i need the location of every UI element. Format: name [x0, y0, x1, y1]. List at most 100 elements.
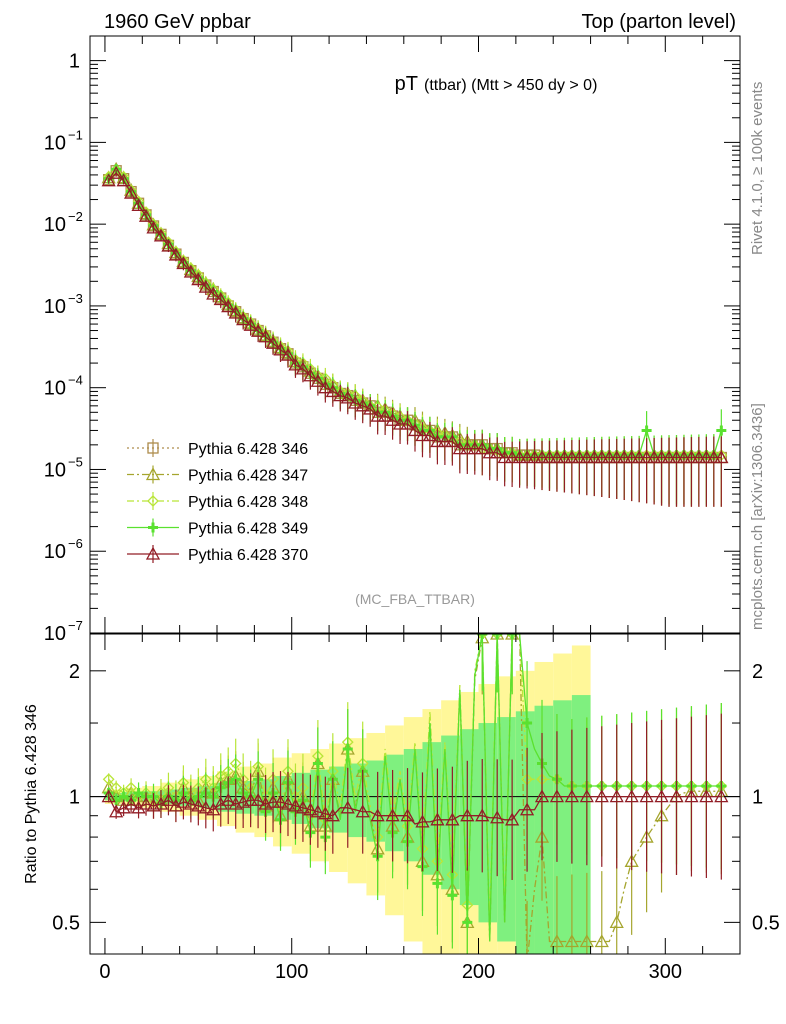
- ratio-inner-band: [515, 711, 535, 954]
- legend-marker: [145, 467, 161, 481]
- main-data-point: [191, 272, 206, 286]
- ratio-data-point: [430, 812, 445, 826]
- ratio-data-point: [355, 804, 370, 818]
- main-data-point: [669, 450, 684, 464]
- main-data-point: [161, 238, 176, 252]
- ratio-data-point: [243, 792, 258, 806]
- ratio-data-point: [265, 794, 281, 808]
- main-data-point: [109, 165, 124, 179]
- plot-title: pT: [395, 73, 418, 95]
- main-y-tick-label: 10: [44, 378, 66, 400]
- main-data-point: [251, 323, 266, 337]
- main-data-point: [206, 286, 221, 300]
- main-data-point: [123, 185, 139, 199]
- main-data-point: [676, 450, 692, 464]
- main-data-point: [333, 388, 348, 402]
- ratio-data-point: [138, 796, 154, 810]
- main-y-tick-label: 1: [69, 51, 80, 73]
- ratio-data-point: [579, 934, 594, 948]
- ratio-series-layer: [101, 634, 729, 954]
- ratio-data-point: [303, 802, 318, 816]
- legend-label: Pythia 6.428 349: [188, 521, 308, 538]
- main-y-tick-label: 10: [44, 623, 66, 645]
- ratio-data-point: [370, 808, 385, 822]
- ratio-data-point: [191, 798, 206, 812]
- x-tick-label: 200: [462, 961, 495, 983]
- main-data-point: [340, 390, 355, 404]
- ratio-data-point: [102, 773, 115, 786]
- main-data-point: [691, 450, 707, 464]
- ratio-data-point: [288, 798, 303, 812]
- main-data-point: [505, 450, 520, 464]
- ratio-data-point: [579, 789, 594, 803]
- main-y-tick-exponent: −3: [68, 291, 83, 306]
- ratio-inner-band: [478, 723, 498, 923]
- main-data-point: [684, 450, 699, 464]
- ratio-data-point: [669, 789, 684, 803]
- main-data-point: [221, 299, 236, 313]
- ratio-data-point: [624, 789, 639, 803]
- main-data-point: [183, 264, 198, 278]
- ratio-inner-band: [571, 695, 591, 954]
- main-data-point: [617, 450, 632, 464]
- main-data-point: [594, 450, 609, 464]
- main-data-point: [228, 305, 243, 319]
- main-data-point: [512, 450, 527, 464]
- main-data-point: [534, 450, 550, 464]
- main-data-point: [265, 335, 281, 349]
- legend-label: Pythia 6.428 346: [188, 441, 308, 458]
- ratio-data-point: [310, 804, 325, 818]
- main-y-tick-exponent: −5: [68, 454, 83, 469]
- main-y-ticks: 110−110−210−310−410−510−610−7: [44, 35, 740, 645]
- main-data-point: [355, 398, 370, 412]
- ratio-inner-band: [459, 729, 479, 906]
- legend-label: Pythia 6.428 348: [188, 494, 308, 511]
- ratio-data-point: [176, 794, 191, 808]
- ratio-data-point: [477, 634, 488, 639]
- main-data-point: [437, 434, 452, 448]
- main-data-point: [138, 208, 154, 222]
- main-y-tick-label: 10: [44, 541, 66, 563]
- ratio-data-point: [445, 812, 460, 826]
- ratio-data-point: [133, 788, 144, 798]
- ratio-inner-band: [534, 705, 554, 954]
- legend: Pythia 6.428 346 Pythia 6.428 347 Pythia 6…: [127, 439, 308, 564]
- main-data-point: [243, 317, 258, 331]
- legend-label: Pythia 6.428 370: [188, 547, 308, 564]
- main-y-tick-label: 10: [44, 459, 66, 481]
- side-rivet-label: Rivet 4.1.0, ≥ 100k events: [749, 82, 766, 255]
- ratio-data-point: [221, 792, 236, 806]
- ratio-data-point: [400, 808, 415, 822]
- ratio-data-point: [462, 917, 473, 928]
- ratio-y-tick-label-right: 0.5: [752, 912, 780, 934]
- ratio-data-point: [280, 796, 296, 810]
- main-data-point: [146, 220, 161, 234]
- ratio-data-point: [198, 800, 213, 814]
- main-data-point: [325, 384, 340, 398]
- ratio-data-point: [549, 934, 565, 948]
- ratio-y-tick-label-right: 1: [752, 787, 763, 809]
- main-data-point: [527, 450, 542, 464]
- main-data-point: [258, 329, 273, 343]
- main-data-point: [519, 450, 535, 464]
- ratio-y-tick-label: 2: [69, 661, 80, 683]
- ratio-data-point: [490, 810, 505, 824]
- main-data-point: [280, 347, 296, 361]
- ratio-data-point: [505, 812, 520, 826]
- ratio-data-point: [639, 789, 654, 803]
- main-frame: [89, 35, 741, 634]
- main-data-point: [153, 228, 169, 242]
- main-data-point: [422, 428, 438, 442]
- ratio-data-point: [522, 718, 533, 729]
- ratio-data-point: [564, 789, 579, 803]
- plot-title-sub: (ttbar) (Mtt > 450 dy > 0): [424, 77, 597, 94]
- main-y-tick-exponent: −7: [68, 618, 83, 633]
- ratio-data-point: [507, 634, 518, 639]
- main-data-point: [131, 197, 146, 211]
- main-y-tick-label: 10: [44, 214, 66, 236]
- ratio-data-point: [699, 789, 714, 803]
- main-data-point: [273, 342, 288, 356]
- x-tick-label: 100: [275, 961, 308, 983]
- main-data-point: [213, 292, 228, 306]
- ratio-data-point: [447, 890, 458, 901]
